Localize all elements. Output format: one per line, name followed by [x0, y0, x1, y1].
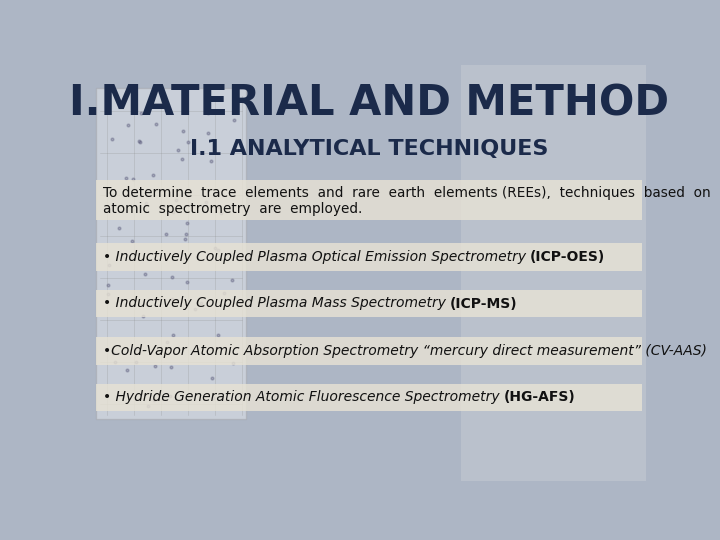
- Point: [109, 357, 120, 366]
- Point: [165, 392, 176, 400]
- Point: [215, 209, 227, 218]
- Point: [140, 269, 151, 278]
- FancyBboxPatch shape: [96, 179, 642, 220]
- Point: [213, 203, 225, 212]
- FancyBboxPatch shape: [96, 244, 642, 271]
- Point: [150, 362, 161, 370]
- Point: [203, 109, 215, 117]
- Point: [172, 146, 184, 155]
- Point: [218, 289, 230, 298]
- Point: [181, 278, 193, 287]
- Point: [122, 121, 133, 130]
- Text: • Inductively Coupled Plasma Mass Spectrometry: • Inductively Coupled Plasma Mass Spectr…: [102, 296, 450, 310]
- Point: [226, 276, 238, 285]
- Text: • Hydride Generation Atomic Fluorescence Spectrometry: • Hydride Generation Atomic Fluorescence…: [102, 390, 503, 404]
- Point: [202, 128, 214, 137]
- Text: (ICP-MS): (ICP-MS): [450, 296, 518, 310]
- Point: [103, 261, 114, 269]
- Point: [209, 244, 220, 253]
- Point: [126, 237, 138, 245]
- Text: I.MATERIAL AND METHOD: I.MATERIAL AND METHOD: [69, 82, 669, 124]
- Point: [161, 338, 172, 346]
- Point: [143, 402, 154, 410]
- Point: [102, 290, 114, 299]
- Point: [148, 395, 160, 404]
- Point: [228, 116, 240, 124]
- Point: [183, 138, 194, 146]
- Point: [134, 137, 145, 146]
- Point: [113, 224, 125, 232]
- Point: [181, 219, 192, 228]
- Point: [129, 345, 140, 353]
- FancyBboxPatch shape: [96, 383, 642, 411]
- Point: [102, 281, 114, 289]
- Point: [206, 374, 217, 382]
- Point: [176, 155, 188, 164]
- Point: [167, 208, 179, 217]
- Point: [166, 363, 177, 372]
- Text: atomic  spectrometry  are  employed.: atomic spectrometry are employed.: [102, 202, 362, 216]
- Text: • Inductively Coupled Plasma Optical Emission Spectrometry: • Inductively Coupled Plasma Optical Emi…: [102, 251, 530, 264]
- Text: •Cold-Vapor Atomic Absorption Spectrometry “mercury direct measurement” (CV-AAS): •Cold-Vapor Atomic Absorption Spectromet…: [102, 344, 706, 358]
- Point: [127, 174, 138, 183]
- Point: [170, 195, 181, 204]
- Point: [189, 305, 201, 314]
- Point: [207, 394, 218, 402]
- Point: [200, 198, 212, 206]
- Point: [148, 171, 159, 179]
- FancyBboxPatch shape: [462, 65, 647, 481]
- Point: [205, 157, 217, 165]
- Point: [196, 299, 207, 307]
- Point: [212, 330, 224, 339]
- Point: [137, 312, 148, 320]
- FancyBboxPatch shape: [96, 289, 642, 318]
- FancyBboxPatch shape: [96, 88, 246, 419]
- Point: [166, 273, 178, 281]
- Point: [177, 126, 189, 135]
- Point: [121, 366, 132, 374]
- FancyBboxPatch shape: [96, 338, 642, 365]
- Point: [133, 137, 145, 145]
- Point: [167, 330, 179, 339]
- Text: To determine  trace  elements  and  rare  earth  elements (REEs),  techniques  b: To determine trace elements and rare ear…: [102, 186, 711, 200]
- Text: (HG-AFS): (HG-AFS): [503, 390, 575, 404]
- Point: [212, 245, 224, 254]
- Point: [158, 202, 169, 211]
- Point: [107, 348, 119, 357]
- Point: [120, 174, 132, 183]
- Point: [140, 199, 151, 207]
- Point: [166, 295, 177, 303]
- Point: [181, 230, 192, 239]
- Text: (ICP-OES): (ICP-OES): [530, 251, 606, 264]
- Point: [135, 109, 147, 118]
- Point: [150, 119, 162, 128]
- Point: [227, 359, 238, 368]
- Point: [130, 357, 142, 366]
- Point: [161, 230, 172, 239]
- Point: [106, 134, 117, 143]
- Text: I.1 ANALYTICAL TECHNIQUES: I.1 ANALYTICAL TECHNIQUES: [190, 139, 548, 159]
- Point: [179, 235, 191, 244]
